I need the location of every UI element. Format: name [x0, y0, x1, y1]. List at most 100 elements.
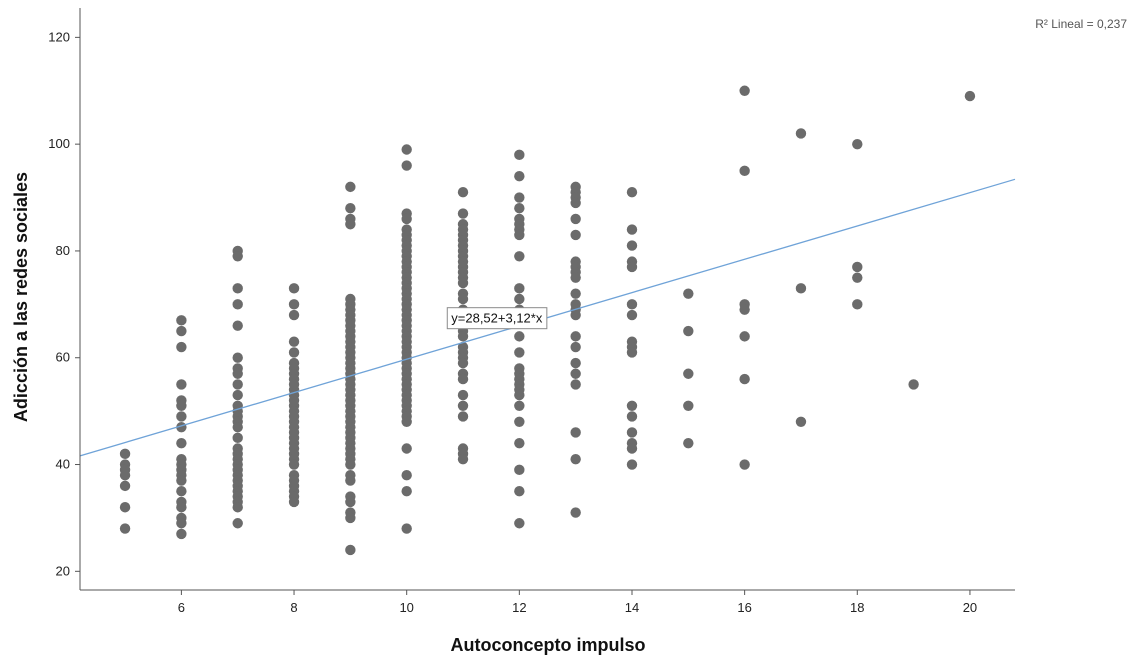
data-point [232, 518, 243, 529]
data-point [232, 283, 243, 294]
data-point [232, 432, 243, 444]
data-point [176, 518, 187, 529]
data-point [119, 448, 131, 460]
x-tick-label: 12 [512, 600, 526, 615]
data-point [176, 528, 187, 540]
data-point [288, 496, 300, 508]
data-point [176, 411, 187, 422]
data-point [288, 283, 300, 294]
y-tick-label: 120 [48, 29, 70, 44]
data-point [852, 138, 863, 150]
data-point [570, 272, 581, 283]
data-point [514, 437, 525, 449]
y-tick-label: 40 [56, 457, 70, 472]
data-point [514, 229, 525, 241]
data-point [176, 325, 187, 337]
data-point [119, 470, 131, 481]
data-point [570, 213, 581, 225]
data-point [626, 187, 638, 198]
y-tick-label: 100 [48, 136, 70, 151]
data-point [345, 181, 356, 193]
data-point [288, 309, 300, 321]
data-point [626, 459, 638, 470]
data-point [739, 373, 750, 385]
data-point [401, 416, 412, 428]
r-squared-label: R² Lineal = 0,237 [1035, 17, 1127, 31]
data-point [739, 85, 750, 96]
data-point [457, 277, 469, 289]
data-point [232, 502, 243, 513]
data-point [514, 149, 525, 161]
data-point [514, 170, 525, 182]
data-point [626, 400, 638, 411]
data-point [345, 496, 356, 508]
data-point [570, 341, 581, 353]
data-point [626, 299, 638, 310]
data-point [345, 544, 356, 556]
data-point [288, 299, 300, 310]
x-tick-label: 20 [963, 600, 977, 615]
data-point [570, 309, 581, 321]
data-point [119, 502, 131, 513]
data-point [514, 251, 525, 262]
regression-line [79, 178, 1016, 457]
data-point [457, 373, 469, 385]
data-point [626, 261, 638, 273]
data-point [514, 203, 525, 214]
data-point [176, 379, 187, 390]
ticks: 6 8 10 12 14 16 18 20 20 40 60 80 100 120 [48, 29, 977, 615]
x-tick-label: 10 [399, 600, 413, 615]
data-point [288, 347, 300, 358]
data-point [908, 379, 919, 390]
data-point [457, 293, 469, 305]
data-point [176, 502, 187, 513]
data-point [345, 512, 356, 524]
data-point [626, 443, 638, 454]
data-points [119, 85, 976, 556]
data-point [514, 283, 525, 294]
data-point [345, 219, 356, 230]
data-point [570, 453, 581, 465]
data-point [570, 357, 581, 369]
data-point [457, 187, 469, 198]
data-point [514, 486, 525, 497]
data-point [119, 523, 131, 534]
equation-box: y=28,52+3,12*x [446, 307, 548, 330]
data-point [683, 325, 694, 337]
data-point [795, 416, 807, 428]
data-point [401, 213, 412, 225]
data-point [514, 293, 525, 305]
x-tick-label: 8 [290, 600, 297, 615]
data-point [626, 309, 638, 321]
data-point [852, 272, 863, 283]
data-point [683, 288, 694, 299]
data-point [345, 475, 356, 486]
data-point [514, 464, 525, 476]
data-point [176, 475, 187, 486]
data-point [514, 416, 525, 428]
equation-box-frame [446, 307, 548, 330]
data-point [232, 421, 243, 433]
y-tick-label: 60 [56, 350, 70, 365]
data-point [345, 459, 356, 470]
data-point [401, 470, 412, 481]
axes [79, 8, 1015, 591]
y-tick-label: 20 [56, 563, 70, 578]
data-point [119, 480, 131, 492]
data-point [739, 304, 750, 315]
data-point [739, 331, 750, 342]
data-point [401, 160, 412, 171]
data-point [514, 400, 525, 411]
x-tick-label: 6 [178, 600, 185, 615]
data-point [683, 437, 694, 449]
data-point [739, 459, 750, 470]
data-point [232, 389, 243, 401]
x-axis-title: Autoconcepto impulso [451, 635, 646, 655]
data-point [232, 251, 243, 262]
data-point [964, 90, 976, 102]
data-point [401, 443, 412, 454]
data-point [401, 144, 412, 155]
data-point [514, 192, 525, 203]
data-point [514, 389, 525, 401]
